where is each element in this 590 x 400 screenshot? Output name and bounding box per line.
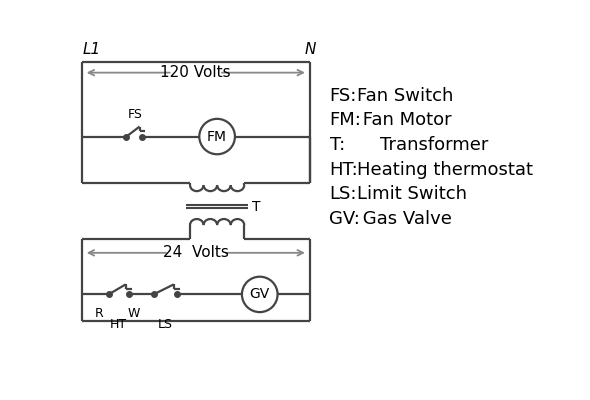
Text: Limit Switch: Limit Switch	[356, 185, 467, 203]
Text: L1: L1	[82, 42, 100, 57]
Text: Fan Switch: Fan Switch	[356, 87, 453, 105]
Text: Gas Valve: Gas Valve	[356, 210, 451, 228]
Text: FS:: FS:	[329, 87, 357, 105]
Text: LS: LS	[158, 318, 173, 330]
Text: Fan Motor: Fan Motor	[356, 111, 451, 129]
Text: R: R	[95, 307, 104, 320]
Text: Transformer: Transformer	[356, 136, 488, 154]
Text: GV:: GV:	[329, 210, 360, 228]
Text: Heating thermostat: Heating thermostat	[356, 161, 533, 179]
Text: N: N	[304, 42, 316, 57]
Text: FM: FM	[207, 130, 227, 144]
Text: T:: T:	[329, 136, 345, 154]
Text: FS: FS	[128, 108, 143, 121]
Text: W: W	[127, 307, 140, 320]
Text: 24  Volts: 24 Volts	[163, 245, 229, 260]
Text: 120 Volts: 120 Volts	[160, 65, 231, 80]
Text: HT: HT	[110, 318, 127, 330]
Text: GV: GV	[250, 287, 270, 302]
Text: FM:: FM:	[329, 111, 361, 129]
Text: HT:: HT:	[329, 161, 358, 179]
Text: LS:: LS:	[329, 185, 357, 203]
Text: T: T	[252, 200, 261, 214]
